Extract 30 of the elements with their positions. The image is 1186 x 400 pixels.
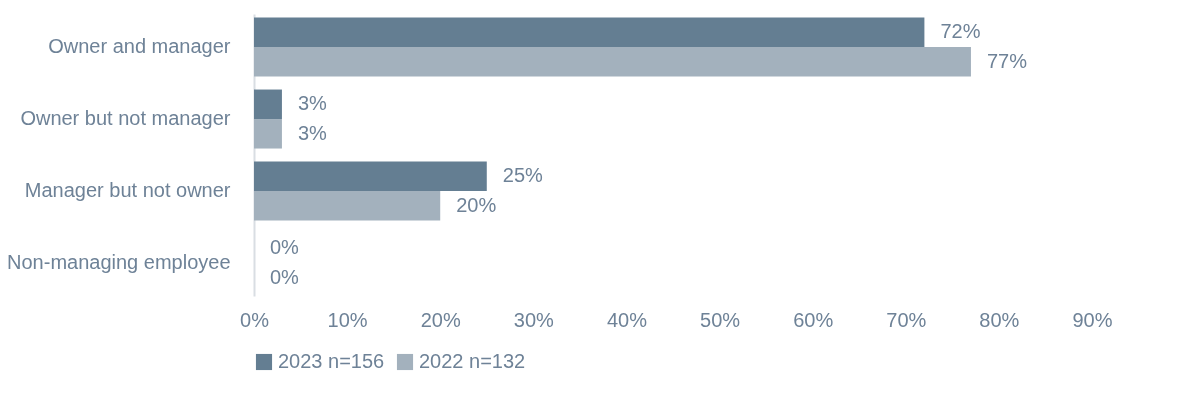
- x-tick-label: 20%: [420, 308, 461, 331]
- bar: [254, 190, 441, 221]
- y-tick-label: Manager but not owner: [24, 178, 231, 201]
- data-label: 20%: [456, 193, 497, 216]
- x-tick-label: 60%: [793, 308, 834, 331]
- data-label: 3%: [297, 121, 328, 144]
- y-tick-label: Owner and manager: [48, 35, 231, 58]
- bar: [254, 17, 925, 48]
- x-tick-label: 90%: [1072, 308, 1113, 331]
- data-label: 25%: [502, 164, 544, 187]
- data-label: 72%: [940, 20, 981, 43]
- x-tick-label: 80%: [979, 308, 1020, 331]
- x-tick-label: 70%: [886, 308, 927, 331]
- bar: [254, 119, 282, 149]
- x-tick-label: 30%: [513, 308, 555, 331]
- x-tick-label: 50%: [700, 308, 741, 331]
- bar: [254, 47, 971, 77]
- y-tick-label: Owner but not manager: [20, 107, 231, 130]
- y-tick-label: Non-managing employee: [7, 250, 231, 273]
- data-label: 3%: [297, 92, 328, 115]
- legend-label: 2022 n=132: [419, 350, 526, 372]
- data-label: 77%: [986, 49, 1028, 72]
- x-tick-label: 40%: [606, 308, 648, 331]
- x-tick-label: 10%: [327, 308, 368, 331]
- bar: [254, 89, 282, 120]
- legend-label: 2023 n=156: [278, 350, 385, 372]
- x-tick-label: 0%: [240, 308, 270, 331]
- bar: [254, 161, 487, 191]
- data-label: 0%: [270, 236, 300, 259]
- data-label: 0%: [270, 265, 300, 288]
